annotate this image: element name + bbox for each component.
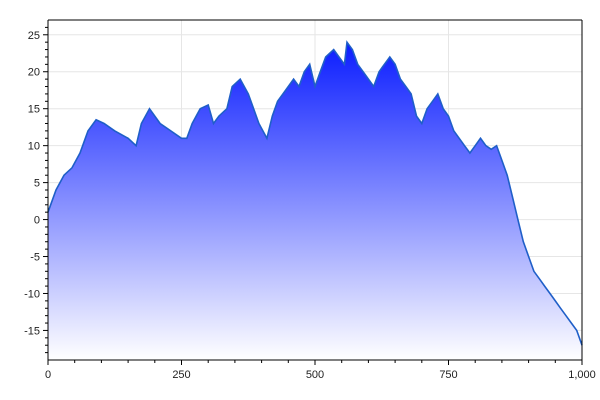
y-axis-ticks: 25 20 15 10 5 0 -5 -10 -15: [24, 26, 48, 354]
y-tick-label: 10: [28, 141, 40, 153]
y-tick-label: 25: [28, 30, 40, 42]
y-tick-label: 5: [34, 178, 40, 190]
x-tick-label: 500: [306, 369, 324, 381]
area-fill: [48, 42, 582, 360]
y-tick-label: -15: [24, 325, 40, 337]
y-tick-label: 0: [34, 215, 40, 227]
x-axis-ticks: 0 250 500 750 1,000: [45, 360, 596, 381]
x-tick-label: 0: [45, 369, 51, 381]
x-tick-label: 750: [439, 369, 457, 381]
y-tick-label: -5: [30, 252, 40, 264]
x-tick-label: 250: [172, 369, 190, 381]
y-tick-label: -10: [24, 288, 40, 300]
y-tick-label: 20: [28, 67, 40, 79]
series-line: [47, 40, 583, 346]
y-tick-label: 15: [28, 104, 40, 116]
x-tick-label: 1,000: [568, 369, 596, 381]
